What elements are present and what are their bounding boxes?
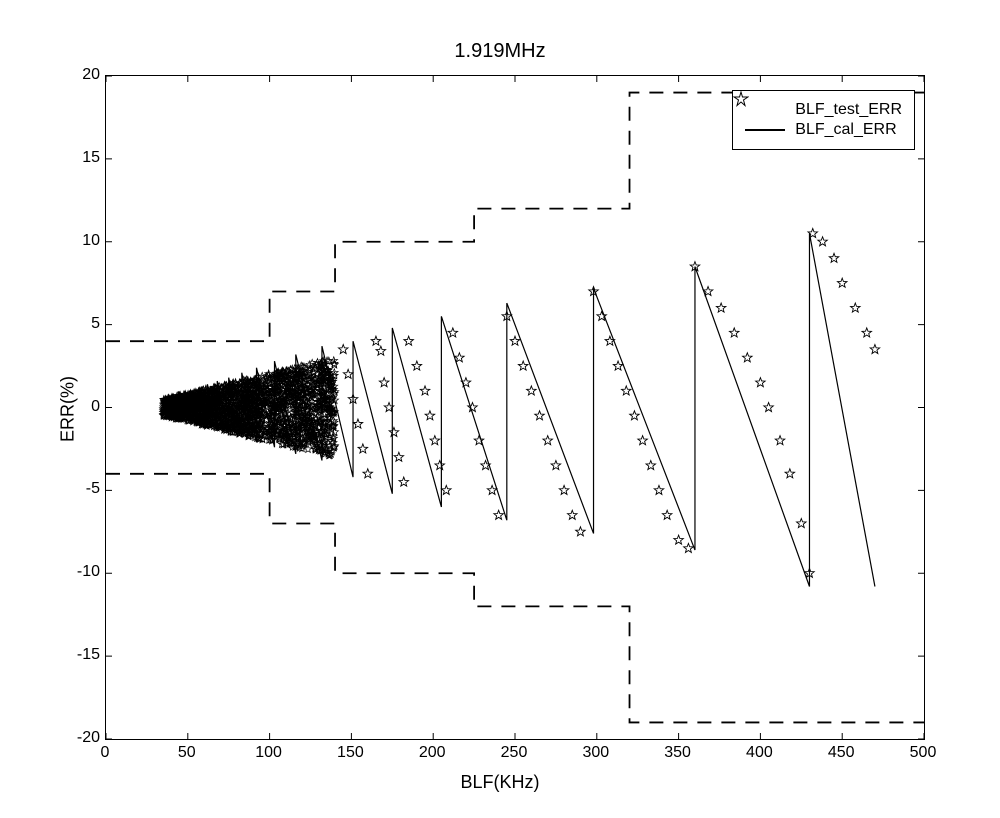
ytick-label: 0 xyxy=(91,398,100,416)
xtick-label: 200 xyxy=(419,744,446,762)
plot-area xyxy=(105,75,925,740)
ytick-label: 15 xyxy=(82,149,100,167)
ytick-label: -5 xyxy=(86,480,100,498)
legend-item-test: BLF_test_ERR xyxy=(745,101,902,119)
xtick-label: 50 xyxy=(178,744,196,762)
xtick-label: 350 xyxy=(664,744,691,762)
legend: BLF_test_ERR BLF_cal_ERR xyxy=(732,90,915,150)
y-axis-label: ERR(%) xyxy=(58,376,79,442)
ytick-label: 10 xyxy=(82,232,100,250)
ytick-label: -10 xyxy=(77,563,100,581)
xtick-label: 250 xyxy=(501,744,528,762)
ytick-label: -20 xyxy=(77,729,100,747)
legend-item-cal: BLF_cal_ERR xyxy=(745,121,902,139)
ytick-label: 5 xyxy=(91,315,100,333)
xtick-label: 400 xyxy=(746,744,773,762)
ytick-label: 20 xyxy=(82,66,100,84)
chart-title: 1.919MHz xyxy=(20,40,980,63)
legend-label-cal: BLF_cal_ERR xyxy=(795,121,896,139)
plot-svg xyxy=(106,76,926,741)
xtick-label: 300 xyxy=(582,744,609,762)
xtick-label: 100 xyxy=(255,744,282,762)
chart-container: 1.919MHz ERR(%) BLF(KHz) 050100150200250… xyxy=(20,20,980,798)
line-icon xyxy=(745,129,785,131)
xtick-label: 450 xyxy=(828,744,855,762)
xtick-label: 150 xyxy=(337,744,364,762)
xtick-label: 0 xyxy=(101,744,110,762)
xtick-label: 500 xyxy=(910,744,937,762)
ytick-label: -15 xyxy=(77,646,100,664)
legend-label-test: BLF_test_ERR xyxy=(795,101,902,119)
x-axis-label: BLF(KHz) xyxy=(20,772,980,793)
